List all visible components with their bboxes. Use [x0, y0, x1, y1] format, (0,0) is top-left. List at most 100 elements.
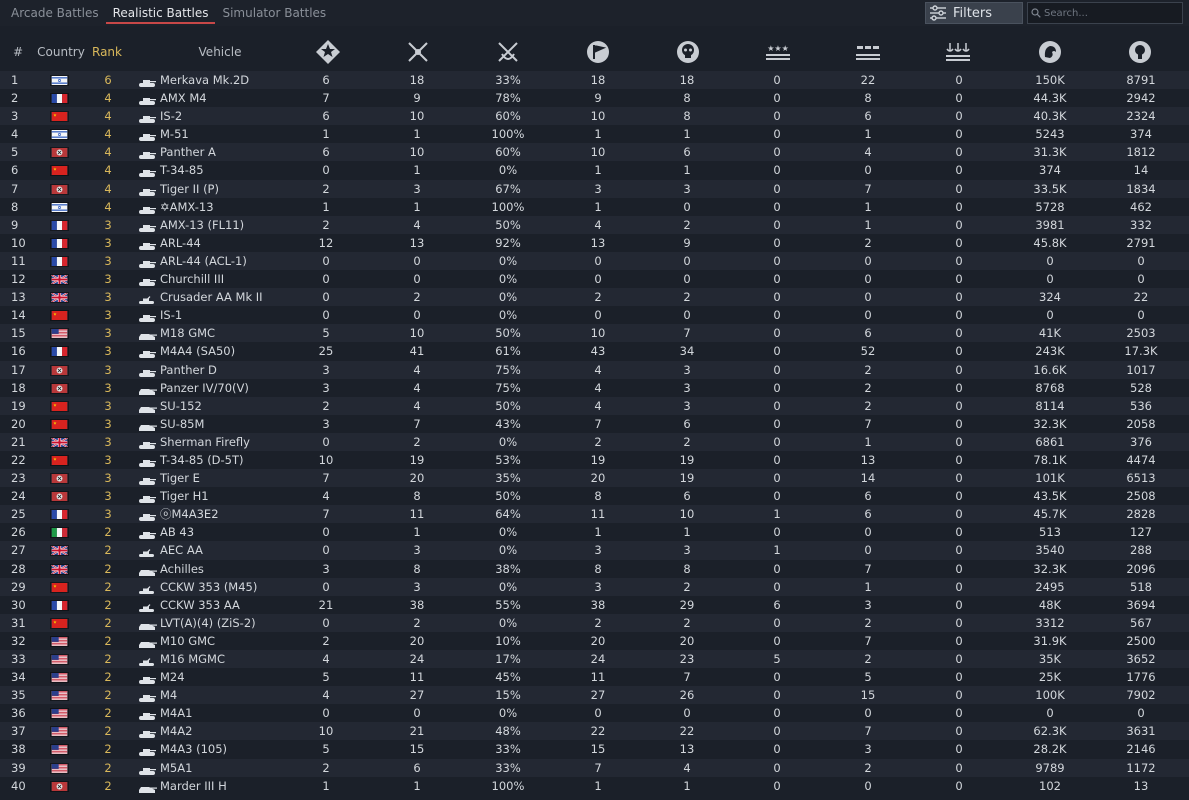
vehicle-name[interactable]: Tiger II (P)	[160, 181, 219, 196]
filters-button[interactable]: Filters	[925, 2, 1023, 24]
vehicle-name[interactable]: ⓞM4A3E2	[160, 507, 219, 522]
vehicle-name[interactable]: Crusader AA Mk II	[160, 290, 263, 305]
vehicle-name[interactable]: ARL-44	[160, 235, 201, 250]
table-row[interactable]: 23 3 Tiger E 7 20 35% 20 19 0 14 0 101K 6513	[0, 469, 1189, 488]
research-points-icon[interactable]	[1120, 33, 1160, 71]
table-row[interactable]: 19 ★ 3 SU-152 2 4 50% 4 3 0 2 0 8114 536	[0, 396, 1189, 415]
table-row[interactable]: 26 2 AB 43 0 1 0% 1 1 0 0 0 513 127	[0, 523, 1189, 542]
column-header-vehicle[interactable]: Vehicle	[198, 45, 242, 59]
vehicle-name[interactable]: IS-2	[160, 109, 183, 124]
vehicle-name[interactable]: M16 MGMC	[160, 652, 225, 666]
battles-icon[interactable]	[308, 33, 348, 71]
table-row[interactable]: 2 4 AMX M4 7 9 78% 9 8 0 8 0 44.3K 2942	[0, 89, 1189, 108]
tab-arcade-battles[interactable]: Arcade Battles	[11, 6, 99, 20]
vehicle-name[interactable]: M4A3 (105)	[160, 742, 228, 757]
vehicle-name[interactable]: ✡AMX-13	[160, 199, 214, 214]
vehicle-name[interactable]: Churchill III	[160, 272, 225, 287]
deaths-icon[interactable]	[668, 33, 708, 71]
table-row[interactable]: 6 ★ 4 T-34-85 0 1 0% 1 1 0 0 0 374 14	[0, 161, 1189, 180]
table-row[interactable]: 33 2 M16 MGMC 4 24 17% 24 23 5 2 0 35K 3652	[0, 650, 1189, 669]
table-row[interactable]: 30 2 CCKW 353 AA 21 38 55% 38 29 6 3 0 48K 3694	[0, 595, 1189, 614]
column-header-rank[interactable]: Rank	[92, 45, 122, 59]
vehicle-name[interactable]: Panther D	[160, 362, 217, 377]
table-row[interactable]: 7 4 Tiger II (P) 2 3 67% 3 3 0 7 0 33.5K 1834	[0, 179, 1189, 198]
tab-simulator-battles[interactable]: Simulator Battles	[222, 6, 327, 20]
silver-lions-icon[interactable]	[1030, 33, 1070, 71]
table-row[interactable]: 37 2 M4A2 10 21 48% 22 22 0 7 0 62.3K 3631	[0, 722, 1189, 741]
vehicle-name[interactable]: AB 43	[160, 525, 195, 540]
vehicle-name[interactable]: M4A1	[160, 706, 193, 721]
table-row[interactable]: 15 3 M18 GMC 5 10 50% 10 7 0 6 0 41K 2503	[0, 324, 1189, 343]
vehicle-name[interactable]: SU-85M	[160, 416, 205, 431]
column-header-country[interactable]: Country	[37, 45, 85, 59]
vehicle-name[interactable]: Achilles	[160, 561, 204, 576]
table-row[interactable]: 31 ★ 2 LVT(A)(4) (ZiS-2) 0 2 0% 2 2 0 2 0 3312 567	[0, 613, 1189, 632]
vehicle-name[interactable]: M-51	[160, 127, 189, 142]
table-row[interactable]: 17 3 Panther D 3 4 75% 4 3 0 2 0 16.6K 1017	[0, 360, 1189, 379]
air-kills-icon[interactable]: ★★★	[758, 33, 798, 71]
table-row[interactable]: 39 2 M5A1 2 6 33% 7 4 0 2 0 9789 1172	[0, 758, 1189, 777]
table-row[interactable]: 4 4 M-51 1 1 100% 1 1 0 1 0 5243 374	[0, 125, 1189, 144]
table-row[interactable]: 38 2 M4A3 (105) 5 15 33% 15 13 0 3 0 28.2K 2146	[0, 740, 1189, 759]
table-row[interactable]: 27 2 AEC AA 0 3 0% 3 3 1 0 0 3540 288	[0, 541, 1189, 560]
table-row[interactable]: 13 3 Crusader AA Mk II 0 2 0% 2 2 0 0 0 324 22	[0, 288, 1189, 307]
vehicle-name[interactable]: Panther A	[160, 145, 216, 160]
table-row[interactable]: 20 ★ 3 SU-85M 3 7 43% 7 6 0 7 0 32.3K 2058	[0, 414, 1189, 433]
table-row[interactable]: 11 3 ARL-44 (ACL-1) 0 0 0% 0 0 0 0 0 0 0	[0, 251, 1189, 271]
table-row[interactable]: 18 3 Panzer IV/70(V) 3 4 75% 4 3 0 2 0 8768 528	[0, 378, 1189, 397]
table-row[interactable]: 24 3 Tiger H1 4 8 50% 8 6 0 6 0 43.5K 2508	[0, 487, 1189, 506]
table-row[interactable]: 1 6 Merkava Mk.2D 6 18 33% 18 18 0 22 0 150K 8791	[0, 71, 1189, 90]
vehicle-name[interactable]: M18 GMC	[160, 326, 216, 341]
table-row[interactable]: 16 3 M4A4 (SA50) 25 41 61% 43 34 0 52 0 243K 17.3K	[0, 342, 1189, 361]
table-row[interactable]: 34 2 M24 5 11 45% 11 7 0 5 0 25K 1776	[0, 668, 1189, 687]
table-row[interactable]: 21 3 Sherman Firefly 0 2 0% 2 2 0 1 0 6861 376	[0, 432, 1189, 451]
respawns-icon[interactable]	[398, 33, 438, 71]
vehicle-name[interactable]: IS-1	[160, 308, 183, 323]
table-row[interactable]: 36 2 M4A1 0 0 0% 0 0 0 0 0 0 0	[0, 704, 1189, 723]
table-row[interactable]: 9 3 AMX-13 (FL11) 2 4 50% 4 2 0 1 0 3981 332	[0, 215, 1189, 234]
vehicle-name[interactable]: AMX M4	[160, 91, 207, 106]
table-row[interactable]: 10 3 ARL-44 12 13 92% 13 9 0 2 0 45.8K 2791	[0, 233, 1189, 252]
vehicle-name[interactable]: Tiger H1	[160, 489, 209, 504]
filters-label: Filters	[953, 5, 992, 21]
table-row[interactable]: 35 2 M4 4 27 15% 27 26 0 15 0 100K 7902	[0, 686, 1189, 705]
table-row[interactable]: 3 ★ 4 IS-2 6 10 60% 10 8 0 6 0 40.3K 2324	[0, 107, 1189, 126]
column-header-number[interactable]: #	[12, 45, 24, 59]
vehicle-name[interactable]: M4	[160, 688, 178, 703]
table-row[interactable]: 25 3 ⓞM4A3E2 7 11 64% 11 10 1 6 0 45.7K 2828	[0, 505, 1189, 524]
vehicle-name[interactable]: M4A4 (SA50)	[160, 344, 236, 359]
table-row[interactable]: 40 2 Marder III H 1 1 100% 1 1 0 0 0 102 13	[0, 776, 1189, 795]
table-row[interactable]: 12 3 Churchill III 0 0 0% 0 0 0 0 0 0 0	[0, 270, 1189, 289]
vehicle-name[interactable]: Panzer IV/70(V)	[160, 380, 249, 395]
tab-realistic-battles[interactable]: Realistic Battles	[105, 0, 216, 26]
table-row[interactable]: 32 2 M10 GMC 2 20 10% 20 20 0 7 0 31.9K 2500	[0, 631, 1189, 650]
table-row[interactable]: 22 ★ 3 T-34-85 (D-5T) 10 19 53% 19 19 0 13 0 78.1K 44…	[0, 450, 1189, 470]
table-row[interactable]: 14 ★ 3 IS-1 0 0 0% 0 0 0 0 0 0 0	[0, 306, 1189, 325]
vehicle-name[interactable]: T-34-85 (D-5T)	[160, 452, 244, 467]
vehicle-name[interactable]: T-34-85	[160, 163, 204, 178]
vehicle-name[interactable]: Sherman Firefly	[160, 434, 250, 449]
victories-icon[interactable]	[488, 33, 528, 71]
search-input[interactable]	[1027, 2, 1183, 24]
ground-kills-icon[interactable]	[848, 33, 888, 71]
vehicle-name[interactable]: ARL-44 (ACL-1)	[160, 253, 247, 268]
vehicle-name[interactable]: Marder III H	[160, 778, 227, 793]
vehicle-name[interactable]: M24	[160, 670, 185, 685]
table-row[interactable]: 8 4 ✡AMX-13 1 1 100% 1 0 0 1 0 5728 462	[0, 197, 1189, 216]
missions-icon[interactable]	[578, 33, 618, 71]
vehicle-name[interactable]: CCKW 353 AA	[160, 597, 240, 612]
table-row[interactable]: 29 ★ 2 CCKW 353 (M45) 0 3 0% 3 2 0 1 0 2495 518	[0, 577, 1189, 596]
vehicle-name[interactable]: Tiger E	[160, 471, 200, 486]
vehicle-name[interactable]: M4A2	[160, 724, 193, 739]
vehicle-name[interactable]: AMX-13 (FL11)	[160, 217, 245, 232]
vehicle-name[interactable]: CCKW 353 (M45)	[160, 579, 258, 594]
vehicle-name[interactable]: AEC AA	[160, 543, 203, 558]
vehicle-name[interactable]: Merkava Mk.2D	[160, 73, 250, 87]
vehicle-name[interactable]: LVT(A)(4) (ZiS-2)	[160, 615, 256, 630]
vehicle-name[interactable]: SU-152	[160, 398, 202, 413]
vehicle-name[interactable]: M10 GMC	[160, 633, 216, 648]
vehicle-name[interactable]: M5A1	[160, 760, 193, 775]
table-row[interactable]: 5 4 Panther A 6 10 60% 10 6 0 4 0 31.3K 1812	[0, 143, 1189, 162]
naval-kills-icon[interactable]	[938, 33, 978, 71]
table-row[interactable]: 28 2 Achilles 3 8 38% 8 8 0 7 0 32.3K 2096	[0, 559, 1189, 578]
